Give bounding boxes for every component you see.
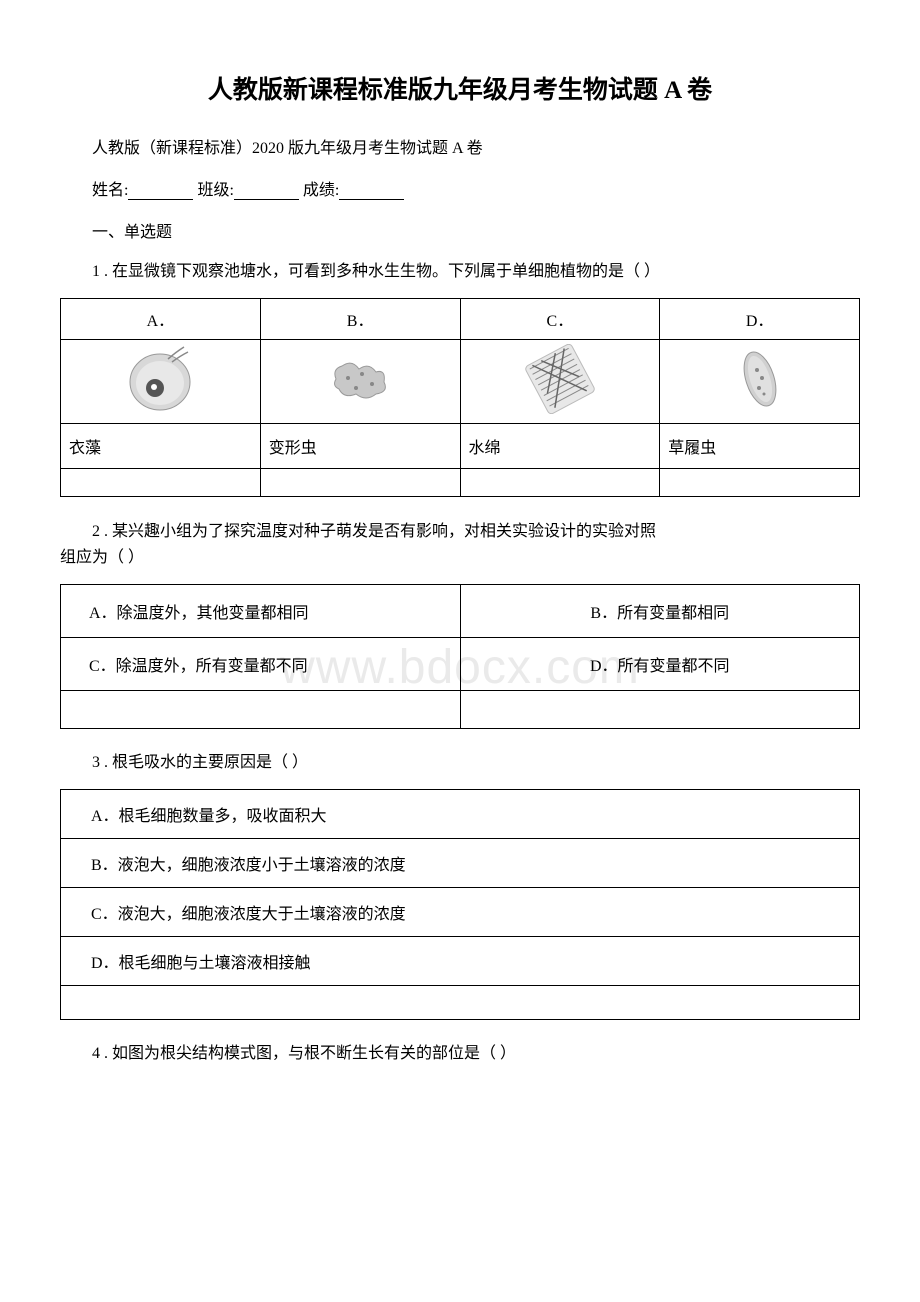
- class-label: 班级:: [197, 182, 233, 199]
- question-2-text: 2 . 某兴趣小组为了探究温度对种子萌发是否有影响，对相关实验设计的实验对照 组…: [60, 519, 860, 570]
- q1-option-c-label: C．: [460, 299, 660, 340]
- q2-option-c-text: C．除温度外，所有变量都不同: [89, 658, 308, 675]
- q1-name-c: 水绵: [460, 424, 660, 469]
- q1-name-a: 衣藻: [61, 424, 261, 469]
- q2-line1: 2 . 某兴趣小组为了探究温度对种子萌发是否有影响，对相关实验设计的实验对照: [60, 519, 860, 545]
- q1-name-b: 变形虫: [260, 424, 460, 469]
- score-label: 成绩:: [303, 182, 339, 199]
- q1-image-c: [460, 340, 660, 424]
- q1-empty-b: [260, 469, 460, 497]
- q2-option-a-text: A．除温度外，其他变量都相同: [89, 605, 309, 622]
- section-header: 一、单选题: [60, 218, 860, 242]
- subtitle: 人教版（新课程标准）2020 版九年级月考生物试题 A 卷: [60, 134, 860, 158]
- q1-empty-a: [61, 469, 261, 497]
- q2-option-b: B．所有变量都相同: [460, 585, 860, 638]
- question-1-text: 1 . 在显微镜下观察池塘水，可看到多种水生生物。下列属于单细胞植物的是（ ）: [60, 260, 860, 284]
- question-3-text: 3 . 根毛吸水的主要原因是（ ）: [60, 751, 860, 775]
- q1-image-b: [260, 340, 460, 424]
- q3-empty: [61, 986, 860, 1020]
- question-3-table: A．根毛细胞数量多，吸收面积大 B．液泡大，细胞液浓度小于土壤溶液的浓度 C．液…: [60, 789, 860, 1020]
- spirogyra-icon: [524, 344, 596, 414]
- q1-name-d: 草履虫: [660, 424, 860, 469]
- q3-option-b: B．液泡大，细胞液浓度小于土壤溶液的浓度: [61, 839, 860, 888]
- q3-option-c-text: C．液泡大，细胞液浓度大于土壤溶液的浓度: [91, 906, 406, 923]
- q1-option-a-label: A．: [61, 299, 261, 340]
- q2-option-a: A．除温度外，其他变量都相同: [61, 585, 461, 638]
- question-4-text: 4 . 如图为根尖结构模式图，与根不断生长有关的部位是（ ）: [60, 1042, 860, 1066]
- score-blank[interactable]: [339, 182, 404, 200]
- q3-option-b-text: B．液泡大，细胞液浓度小于土壤溶液的浓度: [91, 857, 406, 874]
- q1-option-d-label: D．: [660, 299, 860, 340]
- q3-option-c: C．液泡大，细胞液浓度大于土壤溶液的浓度: [61, 888, 860, 937]
- q2-option-c: C．除温度外，所有变量都不同: [61, 638, 461, 691]
- q1-empty-c: [460, 469, 660, 497]
- q3-option-a: A．根毛细胞数量多，吸收面积大: [61, 790, 860, 839]
- q1-empty-d: [660, 469, 860, 497]
- q3-option-a-text: A．根毛细胞数量多，吸收面积大: [91, 808, 327, 825]
- q1-option-b-label: B．: [260, 299, 460, 340]
- paramecium-icon: [724, 344, 796, 414]
- class-blank[interactable]: [234, 182, 299, 200]
- q2-option-d: D．所有变量都不同: [460, 638, 860, 691]
- amoeba-icon: [324, 344, 396, 414]
- form-line: 姓名: 班级: 成绩:: [60, 176, 860, 200]
- q2-line2: 组应为（ ）: [60, 549, 144, 566]
- chlamydomonas-icon: [124, 344, 196, 414]
- q1-image-a: [61, 340, 261, 424]
- q2-empty-2: [460, 691, 860, 729]
- question-1-table: A． B． C． D．: [60, 298, 860, 497]
- page-title: 人教版新课程标准版九年级月考生物试题 A 卷: [60, 70, 860, 106]
- name-label: 姓名:: [92, 182, 128, 199]
- q3-option-d-text: D．根毛细胞与土壤溶液相接触: [91, 955, 311, 972]
- q2-empty-1: [61, 691, 461, 729]
- question-2-table: A．除温度外，其他变量都相同 B．所有变量都相同 C．除温度外，所有变量都不同 …: [60, 584, 860, 729]
- name-blank[interactable]: [128, 182, 193, 200]
- q1-image-d: [660, 340, 860, 424]
- q3-option-d: D．根毛细胞与土壤溶液相接触: [61, 937, 860, 986]
